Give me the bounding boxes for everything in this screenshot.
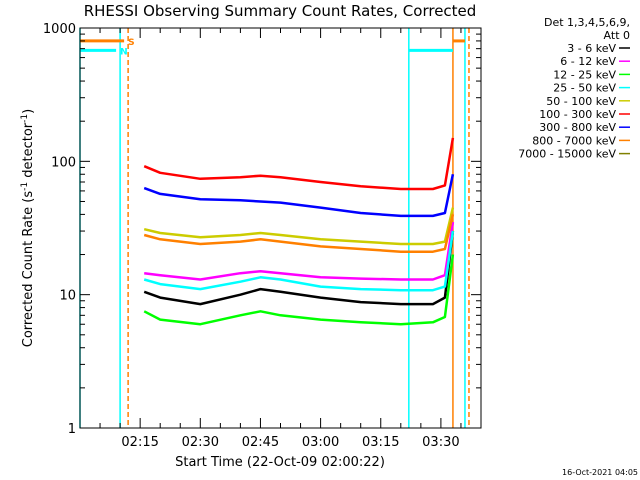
x-axis: 02:15 02:30 02:45 03:00 03:15 03:30 <box>99 28 462 450</box>
vertical-markers <box>79 28 470 428</box>
y-axis: 1 10 100 1000 <box>43 22 481 437</box>
x-tick-label: 03:30 <box>422 435 459 450</box>
chart-title: RHESSI Observing Summary Count Rates, Co… <box>84 2 477 20</box>
plot-frame <box>79 27 482 429</box>
series-line-4 <box>143 207 455 246</box>
flag-bars: SN <box>80 38 465 57</box>
series-line-0 <box>143 230 455 306</box>
legend-label-8: 7000 - 15000 keV <box>518 148 616 161</box>
legend-header-line-2: Att 0 <box>604 29 630 42</box>
series-line-1 <box>144 221 455 281</box>
y-tick-label: 100 <box>51 155 76 170</box>
legend-label-7: 800 - 7000 keV <box>532 134 616 147</box>
legend-label-5: 100 - 300 keV <box>539 108 616 121</box>
generated-date: 16-Oct-2021 04:05 <box>562 468 638 477</box>
y-axis-label: Corrected Count Rate (s-1 detector-1) <box>20 109 36 347</box>
flag-letter-N: N <box>120 47 128 57</box>
legend-label-0: 3 - 6 keV <box>567 42 616 55</box>
flag-letter-S: S <box>128 38 134 48</box>
legend-header-line-1: Det 1,3,4,5,6,9, <box>544 16 630 29</box>
series-line-3 <box>143 230 455 292</box>
series-line-6 <box>143 174 455 218</box>
series-lines <box>143 137 455 326</box>
legend-label-3: 25 - 50 keV <box>553 82 616 95</box>
y-tick-label: 1 <box>68 422 76 437</box>
x-tick-label: 02:45 <box>242 435 279 450</box>
x-tick-label: 03:00 <box>302 435 339 450</box>
x-tick-label: 03:15 <box>362 435 399 450</box>
legend-label-4: 50 - 100 keV <box>546 95 616 108</box>
y-tick-label: 10 <box>59 289 76 304</box>
series-line-5 <box>143 137 455 191</box>
legend-label-1: 6 - 12 keV <box>560 55 616 68</box>
x-tick-label: 02:15 <box>121 435 158 450</box>
series-line-2 <box>143 254 455 326</box>
x-tick-label: 02:30 <box>182 435 219 450</box>
y-tick-label: 1000 <box>43 22 76 37</box>
legend-label-6: 300 - 800 keV <box>539 121 616 134</box>
series-line-7 <box>143 214 455 253</box>
x-axis-label: Start Time (22-Oct-09 02:00:22) <box>175 455 385 470</box>
legend-label-2: 12 - 25 keV <box>553 68 616 81</box>
